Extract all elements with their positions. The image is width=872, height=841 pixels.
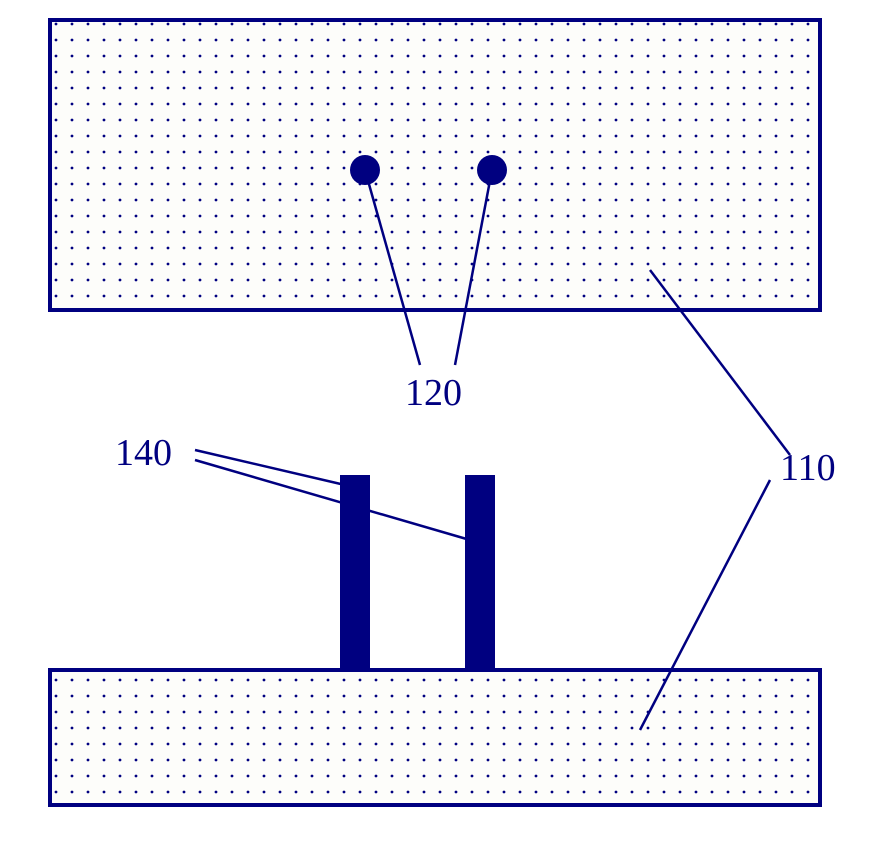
label-110: 110	[780, 447, 836, 489]
bottom-block	[50, 670, 820, 805]
top-block	[50, 20, 820, 310]
label-140: 140	[115, 432, 172, 474]
pillar-right	[465, 475, 495, 670]
label-120: 120	[405, 372, 462, 414]
